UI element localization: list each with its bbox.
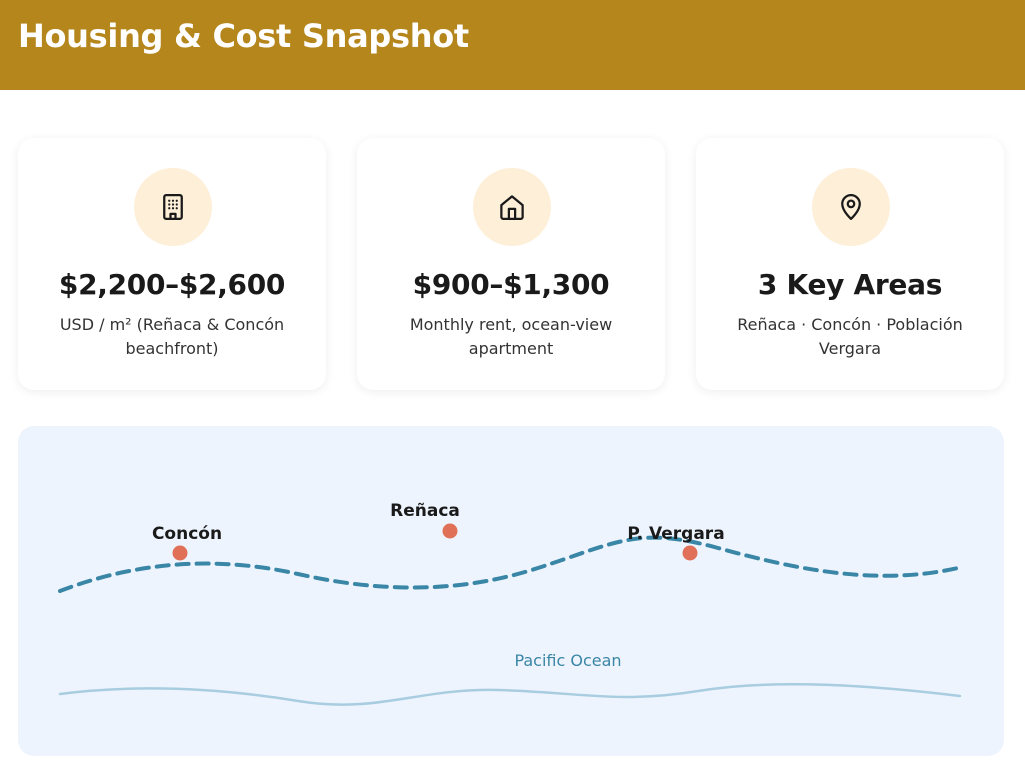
card-monthly-rent: $900–$1,300 Monthly rent, ocean-view apa… xyxy=(357,138,665,390)
card-description: Monthly rent, ocean-view apartment xyxy=(409,315,613,358)
location-marker-renaca xyxy=(442,523,458,539)
home-icon-badge xyxy=(473,168,551,246)
stats-cards: $2,200–$2,600 USD / m² (Reñaca & Concón … xyxy=(18,138,1004,390)
location-label-p-vergara: P. Vergara xyxy=(627,524,724,544)
building-icon-badge xyxy=(134,168,212,246)
coastline xyxy=(58,535,960,593)
location-label-concon: Concón xyxy=(152,524,222,544)
card-value: $2,200–$2,600 xyxy=(58,268,286,301)
card-description: USD / m² (Reñaca & Concón beachfront) xyxy=(59,315,285,358)
card-description: Reñaca · Concón · Población Vergara xyxy=(737,315,963,358)
map-pin-icon-badge xyxy=(812,168,890,246)
location-label-renaca: Reñaca xyxy=(390,501,460,521)
card-price-per-m2: $2,200–$2,600 USD / m² (Reñaca & Concón … xyxy=(18,138,326,390)
page-title: Housing & Cost Snapshot xyxy=(18,17,469,55)
page-header: Housing & Cost Snapshot xyxy=(0,0,1025,90)
home-icon xyxy=(500,195,524,220)
ocean-label: Pacific Ocean xyxy=(514,651,621,670)
location-marker-p-vergara xyxy=(682,545,698,561)
coast-map-svg: Concón Reñaca P. Vergara Pacific Ocean xyxy=(58,501,962,706)
ocean-wave xyxy=(58,682,962,706)
map-pin-icon xyxy=(841,194,861,220)
card-value: $900–$1,300 xyxy=(412,268,610,301)
location-marker-concon xyxy=(172,545,188,561)
card-key-areas: 3 Key Areas Reñaca · Concón · Población … xyxy=(696,138,1004,390)
coast-map: Concón Reñaca P. Vergara Pacific Ocean xyxy=(18,426,1004,756)
card-value: 3 Key Areas xyxy=(757,268,943,301)
building-icon xyxy=(163,194,183,220)
